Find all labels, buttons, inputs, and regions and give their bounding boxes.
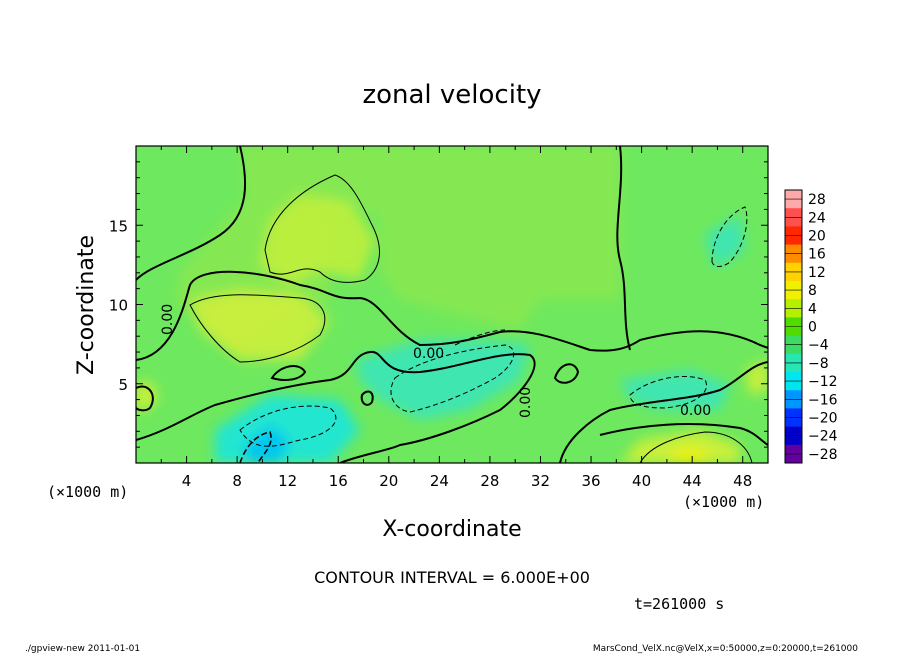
colorbar-label: −4 bbox=[808, 338, 829, 354]
y-tick-label: 5 bbox=[118, 376, 128, 394]
negative-contour-a bbox=[390, 344, 515, 413]
y-axis-ticks: 5 10 15 bbox=[109, 161, 768, 448]
y-tick-label: 15 bbox=[109, 217, 128, 235]
contour-label: 0.00 bbox=[518, 387, 534, 418]
contour-lines bbox=[136, 146, 768, 463]
colorbar-label: −20 bbox=[808, 411, 838, 427]
colorbar-label: 28 bbox=[808, 192, 826, 208]
x-tick-label: 40 bbox=[632, 472, 651, 490]
time-text: t=261000 s bbox=[634, 595, 724, 613]
x-unit-note-right: (×1000 m) bbox=[683, 493, 764, 511]
zero-contour-small-a bbox=[270, 365, 307, 381]
footer-right: MarsCond_VelX.nc@VelX,x=0:50000,z=0:2000… bbox=[593, 644, 858, 654]
x-unit-note-left: (×1000 m) bbox=[47, 483, 128, 501]
contour-label: 0.00 bbox=[413, 346, 444, 362]
colorbar-label: 16 bbox=[808, 247, 826, 263]
zero-contour-small-c bbox=[136, 385, 154, 412]
contour-labels: 0.00 0.00 0.00 0.00 bbox=[160, 304, 711, 419]
plot-area: 0.00 0.00 0.00 0.00 bbox=[136, 146, 768, 463]
y-tick-label: 10 bbox=[109, 297, 128, 315]
chart-title: zonal velocity bbox=[362, 80, 541, 110]
zero-contour-right-low bbox=[599, 423, 768, 446]
colorbar-label: 12 bbox=[808, 265, 826, 281]
x-tick-label: 24 bbox=[430, 472, 449, 490]
zero-contour-right bbox=[559, 361, 768, 463]
contour-label: 0.00 bbox=[160, 304, 176, 335]
zero-contour-upper-left bbox=[136, 146, 247, 281]
colorbar-label: −24 bbox=[808, 429, 838, 445]
positive-contour-b bbox=[189, 294, 326, 363]
colorbar-label: −8 bbox=[808, 356, 829, 372]
x-tick-label: 44 bbox=[683, 472, 702, 490]
x-tick-label: 16 bbox=[329, 472, 348, 490]
footer-left: ./gpview-new 2011-01-01 bbox=[25, 644, 140, 654]
colorbar-label: 20 bbox=[808, 229, 826, 245]
zero-contour-vertical bbox=[616, 146, 631, 351]
colorbar-label: 24 bbox=[808, 210, 826, 226]
zero-contour-small-d bbox=[360, 390, 374, 406]
x-tick-label: 4 bbox=[182, 472, 192, 490]
negative-contour-e bbox=[711, 206, 748, 267]
contour-interval-text: CONTOUR INTERVAL = 6.000E+00 bbox=[314, 568, 590, 587]
x-axis-label: X-coordinate bbox=[382, 517, 521, 542]
x-tick-label: 20 bbox=[379, 472, 398, 490]
colorbar-label: −16 bbox=[808, 392, 838, 408]
y-axis-label: Z-coordinate bbox=[74, 235, 99, 375]
x-tick-label: 28 bbox=[480, 472, 499, 490]
x-axis-ticks: 4 8 12 16 20 24 28 32 36 40 44 48 bbox=[160, 146, 752, 490]
negative-contour-b bbox=[239, 405, 337, 447]
x-tick-label: 48 bbox=[733, 472, 752, 490]
negative-contour-c bbox=[239, 431, 272, 463]
zero-contour-mid bbox=[136, 270, 768, 361]
zero-contour-small-b bbox=[553, 363, 580, 384]
colorbar-label: −28 bbox=[808, 447, 838, 463]
x-tick-label: 36 bbox=[581, 472, 600, 490]
x-tick-label: 8 bbox=[232, 472, 242, 490]
zero-contour-lower bbox=[136, 350, 536, 463]
colorbar-label: 8 bbox=[808, 283, 817, 299]
x-tick-label: 12 bbox=[278, 472, 297, 490]
positive-contour-c bbox=[639, 431, 753, 463]
colorbar-label: 0 bbox=[808, 320, 817, 336]
colorbar: 28 24 20 16 12 8 4 0 −4 −8 −12 −16 −20 −24 −28 bbox=[784, 189, 838, 464]
colorbar-label: 4 bbox=[808, 301, 817, 317]
field-shading bbox=[136, 146, 768, 463]
colorbar-label: −12 bbox=[808, 374, 838, 390]
contour-label: 0.00 bbox=[680, 403, 711, 419]
x-tick-label: 32 bbox=[531, 472, 550, 490]
negative-contour-f bbox=[454, 329, 506, 346]
positive-contour-a bbox=[264, 174, 380, 283]
